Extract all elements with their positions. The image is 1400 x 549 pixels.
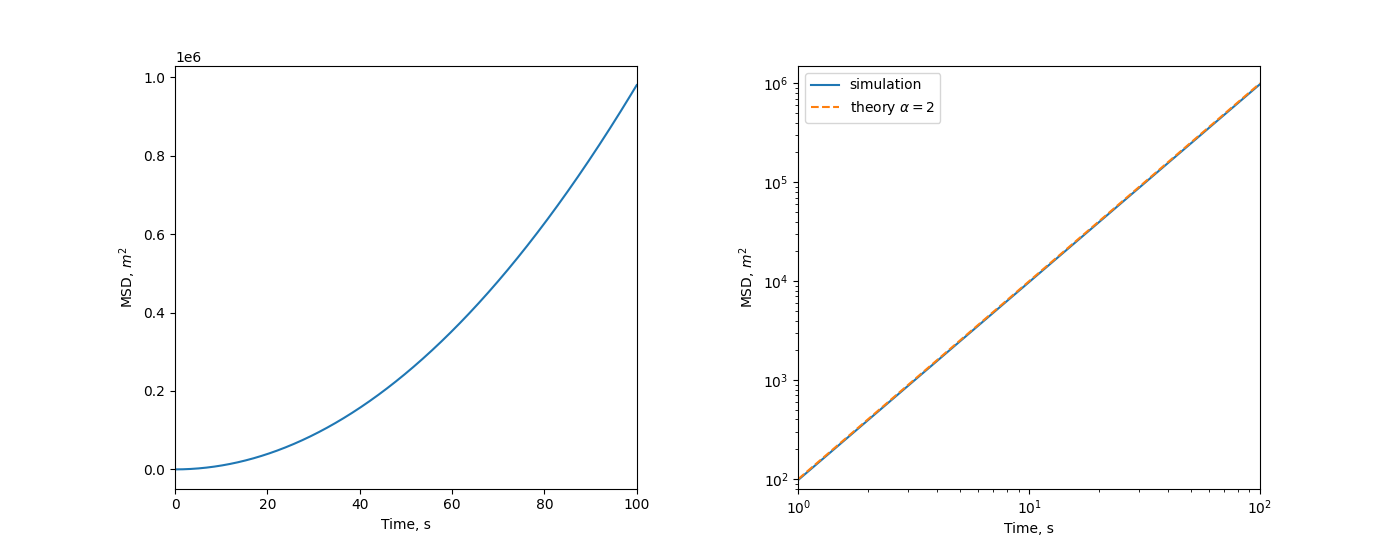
theory $\alpha = 2$ bbox=[1158, 160, 1175, 166]
X-axis label: Time, s: Time, s bbox=[1004, 523, 1054, 536]
Line: simulation: simulation bbox=[798, 84, 1260, 480]
theory $\alpha = 2$ bbox=[977, 316, 994, 322]
Y-axis label: MSD, $m^2$: MSD, $m^2$ bbox=[736, 247, 757, 308]
simulation bbox=[837, 436, 854, 443]
Legend: simulation, theory $\alpha = 2$: simulation, theory $\alpha = 2$ bbox=[805, 73, 941, 123]
theory $\alpha = 2$ bbox=[993, 301, 1009, 308]
theory $\alpha = 2$ bbox=[1252, 80, 1268, 87]
simulation bbox=[993, 302, 1009, 309]
simulation bbox=[977, 317, 994, 323]
simulation bbox=[790, 477, 806, 483]
theory $\alpha = 2$ bbox=[790, 476, 806, 483]
theory $\alpha = 2$ bbox=[1107, 204, 1124, 211]
Y-axis label: MSD, $m^2$: MSD, $m^2$ bbox=[118, 247, 137, 308]
simulation bbox=[1107, 205, 1124, 211]
theory $\alpha = 2$ bbox=[837, 435, 854, 442]
simulation bbox=[1149, 168, 1166, 175]
Line: theory $\alpha = 2$: theory $\alpha = 2$ bbox=[798, 83, 1260, 479]
simulation bbox=[1252, 81, 1268, 87]
simulation bbox=[1158, 161, 1175, 167]
X-axis label: Time, s: Time, s bbox=[381, 518, 431, 532]
theory $\alpha = 2$ bbox=[1149, 167, 1166, 173]
